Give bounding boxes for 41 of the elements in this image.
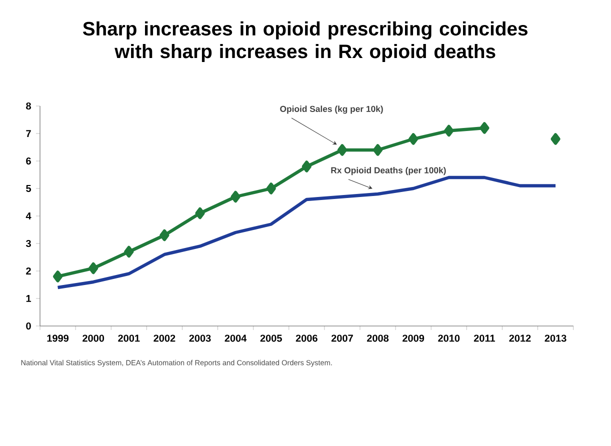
- text: Opioid Sales (kg per 10k): [280, 106, 383, 114]
- x-tick-label: 2013: [544, 334, 566, 342]
- y-tick-label: 1: [26, 295, 32, 302]
- y-tick-label: 3: [26, 240, 31, 248]
- x-tick-label: 2004: [224, 334, 247, 342]
- point: [124, 246, 134, 258]
- x-tick-label: 2005: [260, 334, 282, 342]
- y-tick-label: 8: [26, 102, 31, 110]
- x-tick-label: 2000: [82, 334, 104, 342]
- point: [88, 262, 98, 274]
- point: [408, 133, 418, 145]
- point: [480, 122, 490, 134]
- x-tick-label: 2008: [367, 334, 389, 342]
- point: [230, 190, 240, 203]
- y-tick-label: 0: [26, 322, 31, 330]
- point: [266, 182, 276, 194]
- y-tick-label: 6: [26, 157, 31, 165]
- point: [302, 160, 312, 172]
- x-tick-label: 2006: [296, 334, 318, 342]
- x-tick-label: 2001: [118, 334, 140, 342]
- x-tick-label: 2003: [189, 334, 211, 342]
- series-label: Rx Opioid Deaths (per 100k): [331, 166, 446, 176]
- x-tick-label: 2012: [509, 334, 531, 342]
- point: [550, 133, 560, 145]
- point: [160, 229, 170, 242]
- point: [372, 144, 383, 156]
- x-tick-label: 2011: [474, 334, 496, 342]
- point: [195, 207, 205, 220]
- x-tick-label: 2002: [154, 334, 176, 342]
- point: [444, 124, 454, 137]
- x-tick-label: 2010: [438, 334, 460, 342]
- point: [337, 144, 348, 156]
- y-tick-label: 7: [26, 130, 31, 137]
- y-tick-label: 4: [26, 212, 32, 220]
- x-tick-label: 1999: [47, 334, 69, 342]
- x-tick-label: 2009: [402, 334, 424, 342]
- y-tick-label: 5: [26, 185, 32, 192]
- x-tick-label: 2007: [331, 334, 353, 342]
- point: [52, 270, 63, 282]
- chart-title: Sharp increases in opioid prescribing coincides with sharp increases in Rx opioid deaths: [82, 21, 528, 62]
- y-tick-label: 2: [26, 268, 31, 274]
